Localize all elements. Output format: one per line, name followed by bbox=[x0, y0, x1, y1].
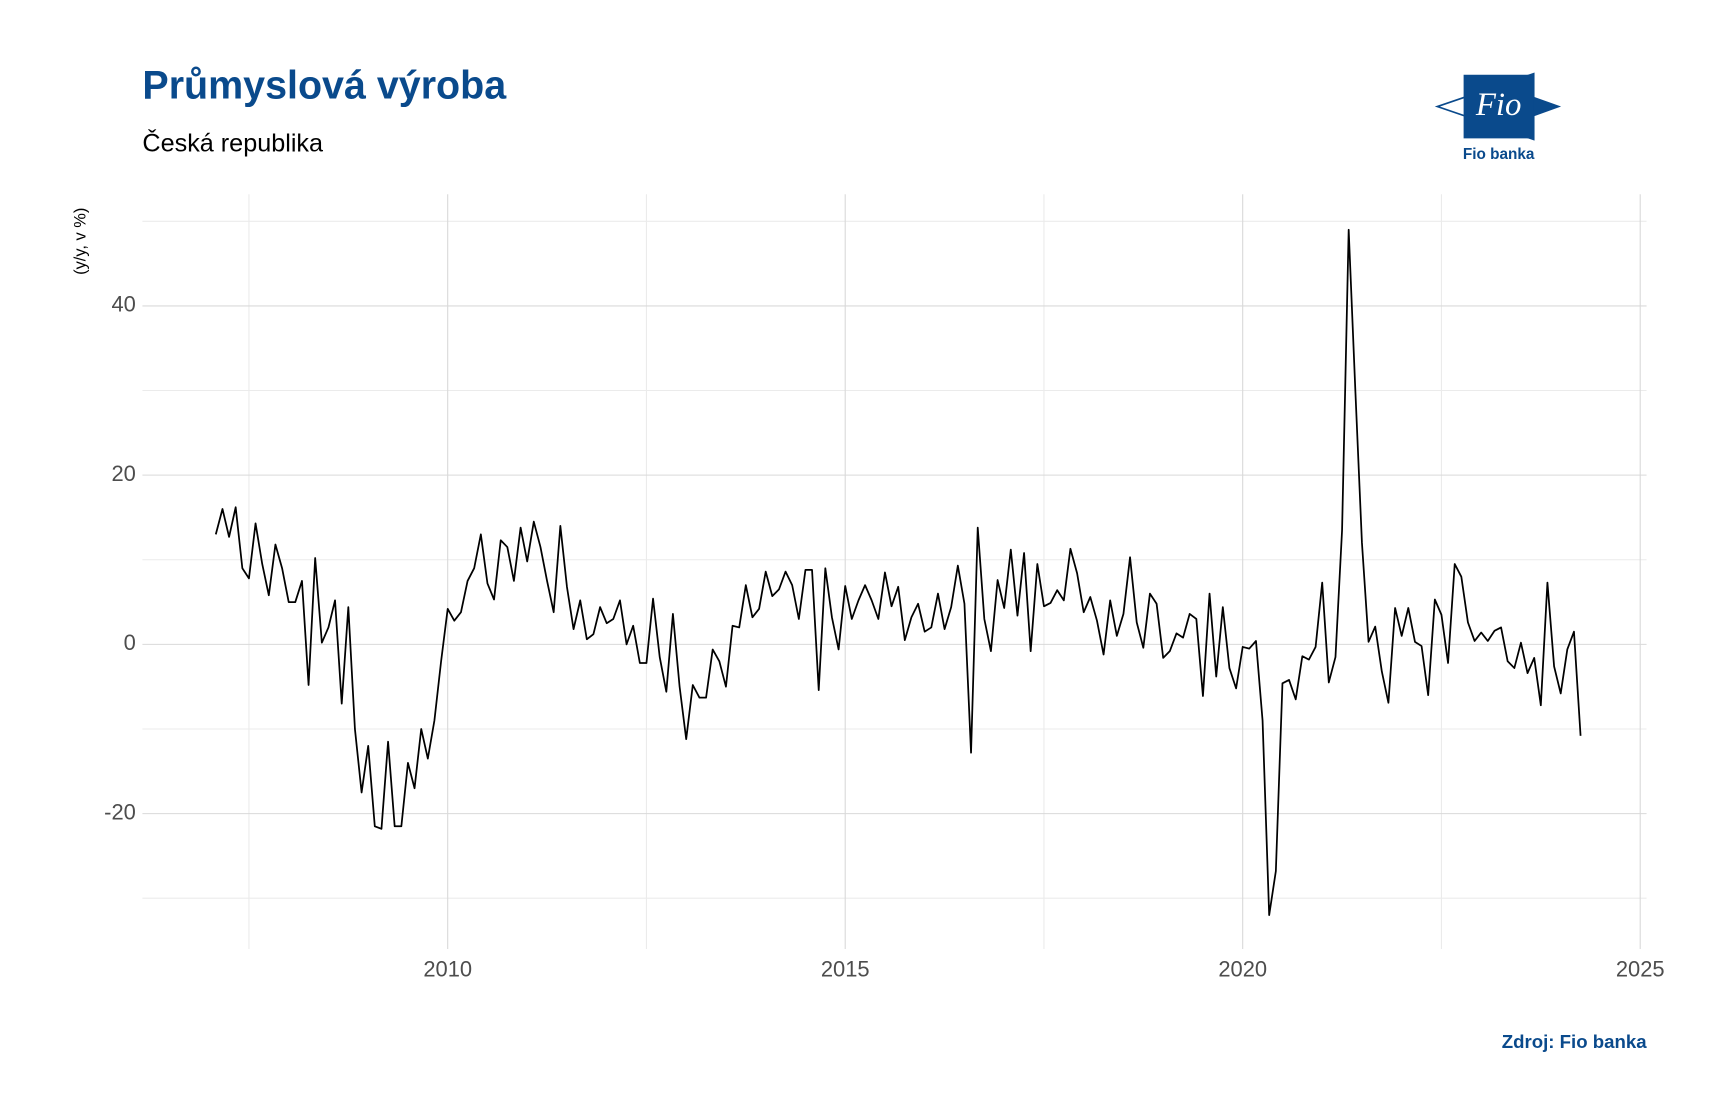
logo-mark: Fio bbox=[1475, 87, 1522, 123]
logo-shape bbox=[1533, 96, 1562, 117]
x-tick-label: 2015 bbox=[821, 957, 870, 982]
chart-subtitle: Česká republika bbox=[142, 129, 324, 158]
y-tick-label: -20 bbox=[104, 799, 136, 824]
x-tick-label: 2025 bbox=[1616, 957, 1665, 982]
y-tick-label: 0 bbox=[124, 630, 136, 655]
y-tick-label: 20 bbox=[111, 461, 135, 486]
logo-name: Fio banka bbox=[1463, 146, 1535, 163]
x-tick-label: 2010 bbox=[423, 957, 472, 982]
logo: Fio Fio banka bbox=[1434, 72, 1562, 163]
source-note: Zdroj: Fio banka bbox=[1502, 1031, 1647, 1052]
x-tick-label: 2020 bbox=[1218, 957, 1267, 982]
y-axis-label: (y/y, v %) bbox=[71, 208, 89, 275]
y-tick-label: 40 bbox=[111, 292, 135, 317]
logo-shape bbox=[1463, 74, 1534, 139]
chart-title: Průmyslová výroba bbox=[142, 63, 507, 107]
data-line bbox=[214, 228, 1582, 917]
